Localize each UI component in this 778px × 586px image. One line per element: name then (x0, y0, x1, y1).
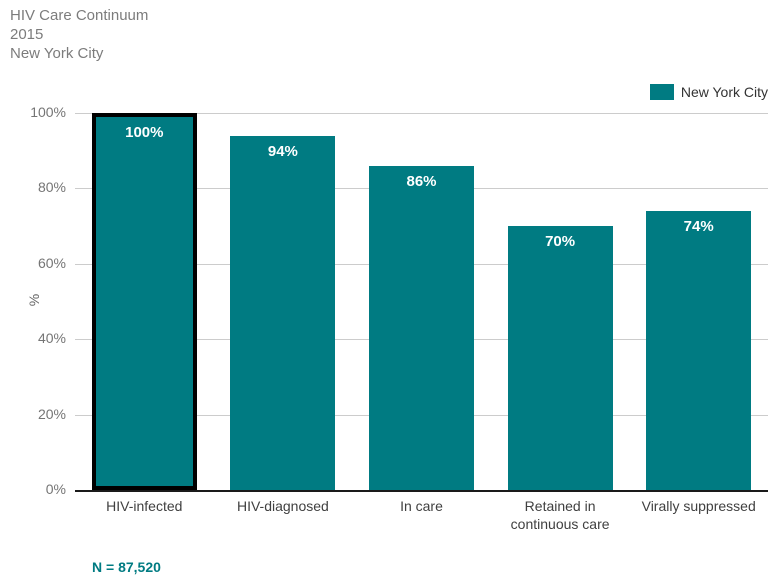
bar-virally-suppressed[interactable]: 74% (646, 211, 752, 490)
gridline (75, 113, 768, 114)
y-tick-label: 80% (37, 179, 66, 196)
x-axis-labels: HIV-infected HIV-diagnosed In care Retained… (75, 497, 768, 541)
y-tick-label: 60% (37, 254, 66, 271)
x-axis-label-hiv-infected: HIV-infected (106, 498, 183, 514)
x-axis-label-retained-in-continuous-care: Retained in continuous care (510, 498, 610, 532)
chart-subtitle-location: New York City (10, 45, 104, 62)
bar-value-label: 94% (267, 142, 298, 160)
sample-size-note: N = 87,520 (92, 559, 161, 575)
x-axis-label-in-care: In care (400, 498, 443, 514)
bar-value-label: 100% (125, 124, 164, 141)
legend-label: New York City (680, 84, 768, 100)
y-tick-label: 40% (37, 330, 66, 347)
plot-area: 100% 94% 86% 70% 74% (75, 113, 768, 492)
chart-title: HIV Care Continuum (10, 7, 149, 24)
y-axis-ticks: 0% 20% 40% 60% 80% 100% (0, 104, 66, 497)
x-axis-label-hiv-diagnosed: HIV-diagnosed (236, 498, 329, 514)
bar-in-care[interactable]: 86% (369, 165, 474, 490)
legend-swatch (649, 84, 674, 100)
y-tick-label: 0% (45, 481, 66, 497)
y-tick-label: 20% (37, 405, 66, 422)
bar-value-label: 86% (406, 172, 437, 190)
bar-hiv-diagnosed[interactable]: 94% (230, 135, 336, 490)
x-axis-label-virally-suppressed: Virally suppressed (641, 498, 756, 514)
bar-retained-in-continuous-care[interactable]: 70% (507, 226, 613, 490)
bar-value-label: 74% (683, 218, 714, 236)
chart-title-block: HIV Care Continuum 2015 New York City (10, 6, 148, 63)
legend[interactable]: New York City (649, 84, 768, 100)
bar-hiv-infected[interactable]: 100% (91, 113, 197, 490)
chart-subtitle-year: 2015 (10, 26, 44, 43)
bar-value-label: 70% (545, 233, 576, 251)
y-tick-label: 100% (30, 104, 66, 120)
